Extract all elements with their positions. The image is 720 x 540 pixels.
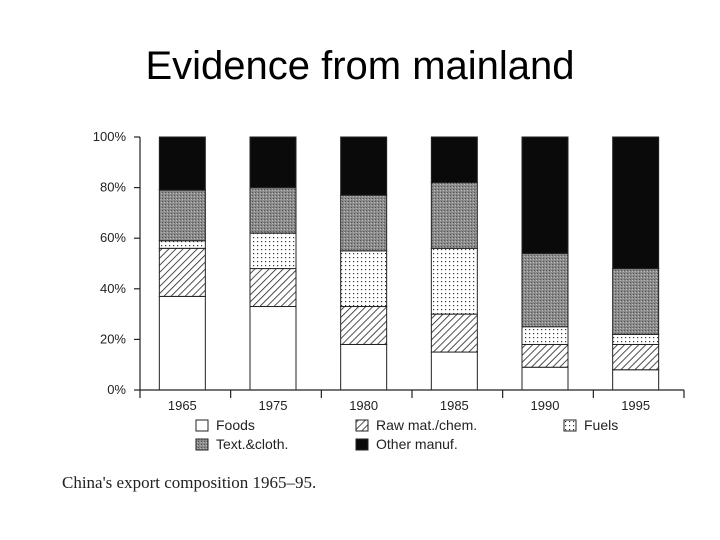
bar-segment-1965-1 (158, 247, 206, 297)
legend-swatch (195, 438, 209, 451)
bar-segment-1995-4 (612, 136, 660, 270)
bar-segment-1990-3 (521, 252, 569, 328)
y-tick-label: 0% (107, 382, 126, 397)
bar-segment-1990-0 (521, 366, 569, 391)
bar-segment-1975-1 (249, 268, 297, 308)
bar-segment-1980-1 (340, 306, 388, 345)
x-tick-label: 1965 (168, 398, 197, 413)
bar-segment-1995-3 (612, 268, 660, 335)
bar-segment-1995-2 (612, 333, 660, 345)
bar-segment-1980-0 (340, 343, 388, 391)
legend-swatch (563, 419, 577, 432)
slide-title: Evidence from mainland (145, 44, 575, 88)
y-axis: 0% 20% 40% 60% 80% 100% (93, 129, 141, 397)
bar-segment-1965-3 (158, 189, 206, 242)
bar-segment-1985-3 (430, 182, 478, 249)
bar-segment-1995-1 (612, 343, 660, 371)
bar-segment-1975-3 (249, 187, 297, 234)
bar-segment-1975-2 (249, 232, 297, 270)
bar-segment-1965-0 (158, 295, 206, 391)
y-tick-label: 80% (100, 180, 126, 195)
y-tick-label: 40% (100, 281, 126, 296)
y-tick-label: 100% (93, 129, 127, 144)
legend-label: Fuels (584, 417, 618, 433)
figure-caption: China's export composition 1965–95. (62, 473, 317, 492)
bar-segment-1990-1 (521, 343, 569, 368)
x-tick-label: 1995 (621, 398, 650, 413)
bar-segment-1975-4 (249, 136, 297, 189)
bar-segment-1985-4 (430, 136, 478, 184)
x-tick-label: 1990 (531, 398, 560, 413)
bar-segment-1980-2 (340, 250, 388, 308)
bar-segment-1965-2 (158, 240, 206, 249)
bar-segment-1985-2 (430, 247, 478, 315)
legend-label: Raw mat./chem. (376, 417, 477, 433)
stacked-bar-chart: 0%20%40%60%80%100% 1965 1975 1980 1985 1990 1… (93, 129, 685, 452)
legend-label: Text.&cloth. (216, 436, 288, 452)
bar-segment-1965-4 (158, 136, 206, 191)
bar-segment-1980-3 (340, 194, 388, 252)
bars-group (158, 136, 660, 391)
bar-segment-1980-4 (340, 136, 388, 196)
legend-swatch (355, 419, 369, 432)
bar-segment-1985-0 (430, 351, 478, 391)
bar-segment-1975-0 (249, 306, 297, 391)
bar-segment-1985-1 (430, 313, 478, 353)
bar-segment-1995-0 (612, 369, 660, 391)
legend-label: Other manuf. (376, 436, 458, 452)
bar-segment-1990-4 (521, 136, 569, 254)
x-axis: 1965 1975 1980 1985 1990 1995 (139, 389, 685, 413)
legend: Foods Raw mat./chem. Fuels Text.&cloth. Othe… (195, 417, 618, 452)
y-tick-label: 20% (100, 331, 126, 346)
bar-segment-1990-2 (521, 326, 569, 345)
x-tick-label: 1985 (440, 398, 469, 413)
legend-swatch (195, 419, 209, 432)
legend-swatch (355, 438, 369, 451)
legend-label: Foods (216, 417, 255, 433)
x-tick-label: 1975 (259, 398, 288, 413)
x-tick-label: 1980 (349, 398, 378, 413)
y-tick-label: 60% (100, 230, 126, 245)
